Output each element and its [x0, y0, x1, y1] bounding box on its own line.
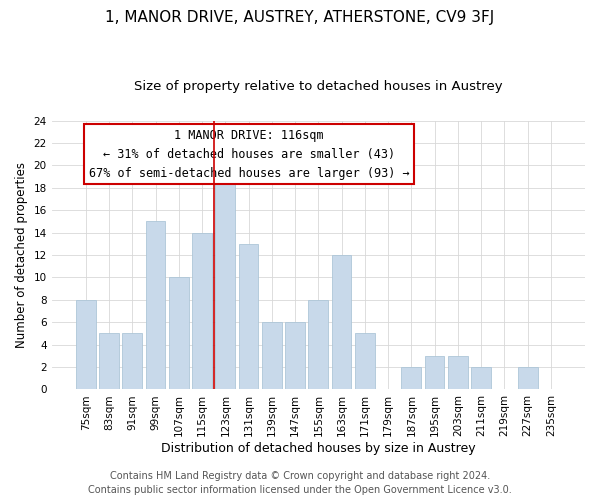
Bar [146, 222, 166, 390]
X-axis label: Distribution of detached houses by size in Austrey: Distribution of detached houses by size … [161, 442, 476, 455]
Bar [262, 322, 282, 390]
Bar [425, 356, 445, 390]
Bar [285, 322, 305, 390]
Bar [308, 300, 328, 390]
Bar [448, 356, 468, 390]
Bar [332, 255, 352, 390]
Bar [401, 367, 421, 390]
Text: Contains HM Land Registry data © Crown copyright and database right 2024.
Contai: Contains HM Land Registry data © Crown c… [88, 471, 512, 495]
Bar [215, 166, 235, 390]
Bar [122, 334, 142, 390]
Bar [518, 367, 538, 390]
Bar [169, 278, 188, 390]
Bar [471, 367, 491, 390]
Bar [239, 244, 259, 390]
Text: 1, MANOR DRIVE, AUSTREY, ATHERSTONE, CV9 3FJ: 1, MANOR DRIVE, AUSTREY, ATHERSTONE, CV9… [106, 10, 494, 25]
Bar [99, 334, 119, 390]
Bar [192, 232, 212, 390]
Text: 1 MANOR DRIVE: 116sqm
← 31% of detached houses are smaller (43)
67% of semi-deta: 1 MANOR DRIVE: 116sqm ← 31% of detached … [89, 128, 409, 180]
Title: Size of property relative to detached houses in Austrey: Size of property relative to detached ho… [134, 80, 503, 93]
Bar [355, 334, 375, 390]
Bar [76, 300, 95, 390]
Y-axis label: Number of detached properties: Number of detached properties [15, 162, 28, 348]
